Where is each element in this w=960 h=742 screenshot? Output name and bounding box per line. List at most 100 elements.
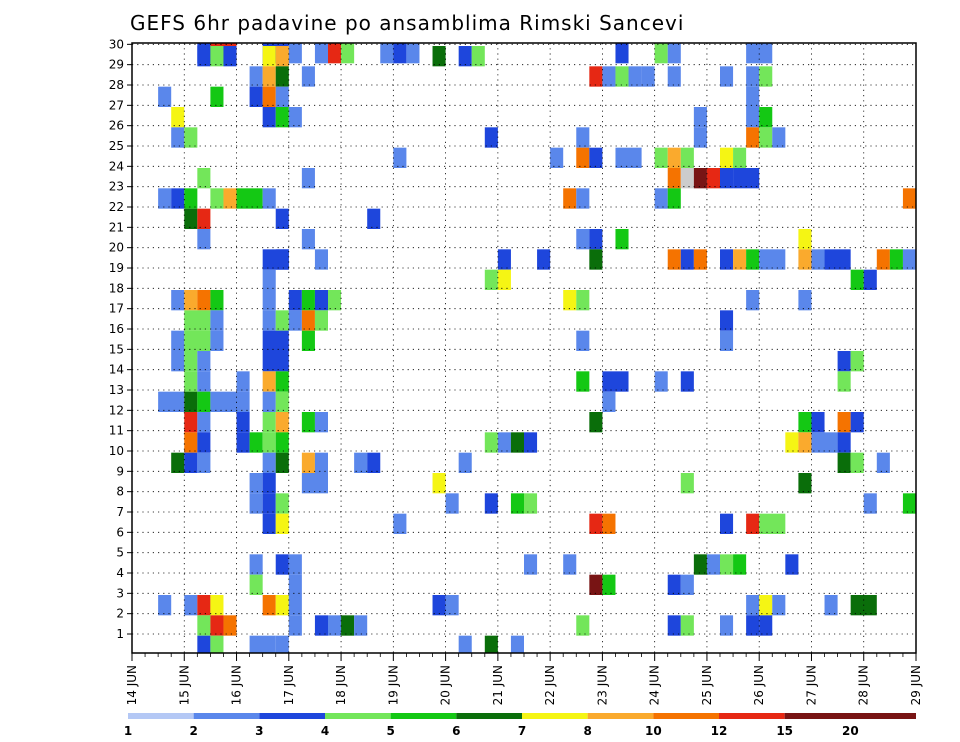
heatmap-cell [262, 493, 276, 514]
heatmap-cell [746, 86, 760, 107]
heatmap-cell [902, 188, 916, 209]
heatmap-cell [184, 208, 198, 229]
y-tick-label: 8 [116, 485, 124, 499]
heatmap-cell [262, 66, 276, 87]
heatmap-cell [589, 249, 603, 270]
heatmap-cell [615, 66, 629, 87]
heatmap-cell [576, 127, 590, 148]
heatmap-cell [576, 229, 590, 250]
heatmap-cell [314, 615, 328, 636]
colorbar-segment [325, 713, 391, 719]
heatmap-cell [720, 168, 734, 189]
y-tick-label: 21 [109, 220, 124, 234]
heatmap-cell [863, 269, 877, 290]
heatmap-cell [693, 249, 707, 270]
colorbar-label: 10 [645, 724, 662, 738]
heatmap-cell [589, 229, 603, 250]
heatmap-cell [171, 188, 185, 209]
heatmap-cell [576, 188, 590, 209]
heatmap-cell [589, 147, 603, 168]
x-tick-label: 29 JUN [909, 665, 923, 705]
heatmap-cell [798, 229, 812, 250]
heatmap-cell [314, 290, 328, 311]
heatmap-cell [693, 107, 707, 128]
heatmap-cell [210, 635, 224, 653]
heatmap-cell [275, 452, 289, 473]
heatmap-cell [184, 330, 211, 351]
heatmap-cell [210, 188, 224, 209]
heatmap-cell [720, 554, 734, 575]
heatmap-cell [301, 290, 315, 311]
heatmap-cell [301, 168, 315, 189]
heatmap-cell [458, 452, 472, 473]
y-tick-label: 24 [109, 159, 124, 173]
heatmap-cell [785, 432, 799, 453]
heatmap-cell [720, 147, 734, 168]
heatmap-cell [262, 86, 276, 107]
heatmap-cell [850, 412, 864, 433]
heatmap-cell [275, 391, 289, 412]
heatmap-cell [837, 371, 851, 392]
heatmap-cell [236, 371, 250, 392]
heatmap-cell [706, 168, 720, 189]
heatmap-cell [249, 86, 263, 107]
y-tick-label: 4 [116, 566, 124, 580]
heatmap-cell [262, 351, 289, 372]
heatmap-cell [445, 595, 459, 616]
heatmap-cell [184, 290, 198, 311]
heatmap-cell [667, 574, 681, 595]
heatmap-cell [667, 43, 681, 64]
y-tick-label: 9 [116, 464, 124, 478]
heatmap-cell [850, 452, 864, 473]
x-tick-label: 21 JUN [491, 665, 505, 705]
x-tick-label: 27 JUN [804, 665, 818, 705]
y-tick-label: 30 [109, 37, 124, 51]
heatmap-cell [680, 574, 694, 595]
heatmap-cell [759, 127, 773, 148]
y-tick-label: 12 [109, 403, 124, 417]
heatmap-cell [733, 554, 747, 575]
heatmap-cell [524, 554, 538, 575]
heatmap-cell [301, 330, 315, 351]
heatmap-cell [367, 208, 381, 229]
y-tick-label: 17 [109, 302, 124, 316]
heatmap-cell [706, 554, 720, 575]
heatmap-cell [563, 554, 577, 575]
heatmap-cell [341, 43, 355, 64]
heatmap-cell [667, 168, 681, 189]
heatmap-cell [510, 432, 524, 453]
heatmap-cell [759, 595, 773, 616]
heatmap-cell [628, 66, 642, 87]
heatmap-cell [210, 310, 224, 331]
heatmap-cell [484, 269, 498, 290]
y-tick-label: 13 [109, 383, 124, 397]
colorbar-label: 7 [518, 724, 526, 738]
heatmap-cell [720, 249, 734, 270]
heatmap-cell [301, 229, 315, 250]
y-tick-label: 11 [109, 424, 124, 438]
heatmap-cell [184, 432, 198, 453]
heatmap-cell [889, 249, 903, 270]
x-tick-label: 22 JUN [543, 665, 557, 705]
heatmap-cell [341, 615, 355, 636]
y-tick-label: 23 [109, 180, 124, 194]
heatmap-cell [197, 46, 211, 67]
heatmap-cell [184, 188, 198, 209]
heatmap-cell [615, 147, 642, 168]
colorbar-segment [653, 713, 719, 719]
y-tick-label: 22 [109, 200, 124, 214]
heatmap-cell [314, 43, 328, 64]
heatmap-cell [484, 493, 498, 514]
heatmap-cell [524, 432, 538, 453]
heatmap-cell [667, 615, 681, 636]
heatmap-cell [288, 107, 302, 128]
colorbar-label: 2 [189, 724, 197, 738]
heatmap-cell [811, 412, 825, 433]
heatmap-cell [667, 188, 681, 209]
y-tick-label: 28 [109, 78, 124, 92]
heatmap-cell [837, 412, 851, 433]
heatmap-cell [680, 249, 694, 270]
heatmap-cell [314, 412, 328, 433]
heatmap-cell [680, 371, 694, 392]
heatmap-cell [197, 290, 211, 311]
